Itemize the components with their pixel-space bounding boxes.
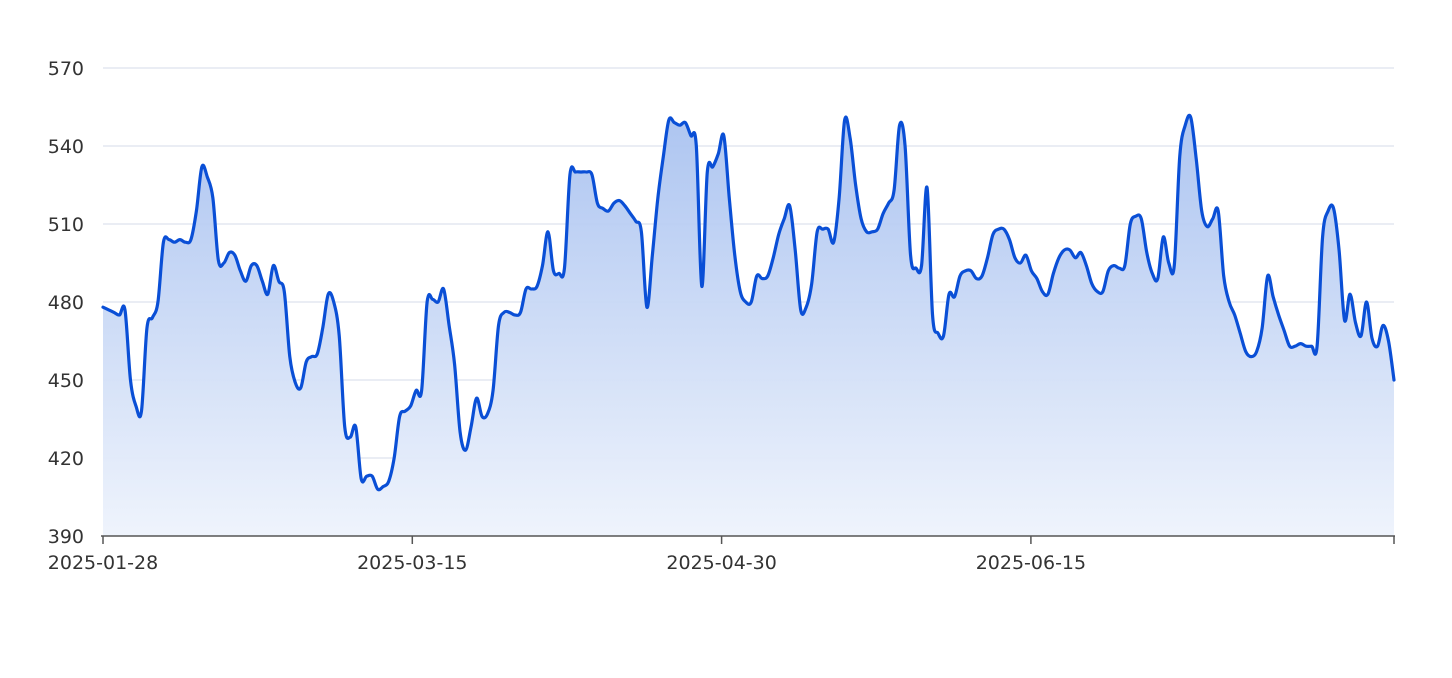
y-tick-label: 420 xyxy=(48,448,84,470)
y-tick-label: 480 xyxy=(48,292,84,314)
x-tick-label: 2025-04-30 xyxy=(666,552,776,574)
y-tick-label: 540 xyxy=(48,136,84,158)
series-line xyxy=(101,113,1396,492)
y-tick-label: 450 xyxy=(48,370,84,392)
y-tick-label: 570 xyxy=(48,58,84,80)
y-tick-label: 510 xyxy=(48,214,84,236)
series-area xyxy=(103,115,1394,537)
area-layer xyxy=(101,113,1396,537)
y-tick-label: 390 xyxy=(48,526,84,548)
x-tick-label: 2025-03-15 xyxy=(357,552,467,574)
x-axis-ticks: 2025-01-28 2025-03-15 2025-04-30 2025-06-15 xyxy=(48,536,1395,574)
y-axis-ticks: 390 420 450 480 510 540 570 xyxy=(48,58,84,548)
x-tick-label: 2025-01-28 xyxy=(48,552,158,574)
x-tick-label: 2025-06-15 xyxy=(976,552,1086,574)
